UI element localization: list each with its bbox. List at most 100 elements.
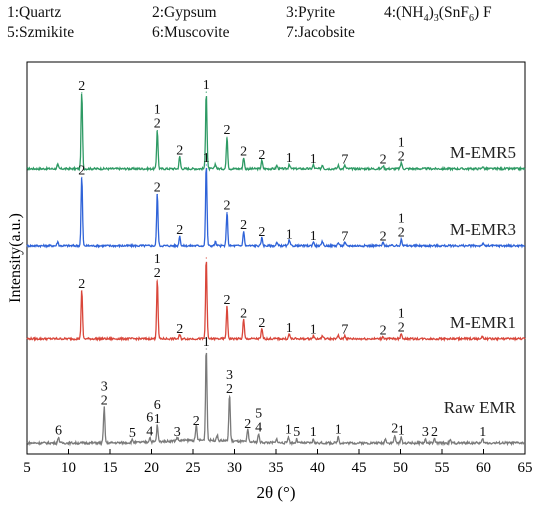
- peak-point-m-emr3-4: [205, 164, 207, 166]
- peak-point-raw-emr-16: [337, 435, 339, 437]
- peak-label-raw-emr-39-1: 1: [154, 412, 161, 427]
- x-tick-label-45: 45: [352, 460, 367, 476]
- peak-point-m-emr3-10: [288, 240, 290, 242]
- peak-point-m-emr5-1: [81, 92, 83, 94]
- peak-label-raw-emr-52-0: 3: [422, 425, 429, 440]
- x-tick-label-55: 55: [435, 460, 450, 476]
- peak-label-m-emr1-32-0: 7: [341, 323, 348, 338]
- peak-point-raw-emr-21: [433, 438, 436, 440]
- peak-label-raw-emr-54-0: 1: [479, 425, 486, 440]
- peak-point-m-emr3-7: [243, 231, 245, 233]
- peak-label-m-emr1-33-0: 2: [380, 324, 387, 339]
- x-tick-label-65: 65: [518, 460, 533, 476]
- peak-point-m-emr1-10: [337, 336, 339, 338]
- x-tick-label-35: 35: [269, 460, 284, 476]
- peak-point-raw-emr-13: [287, 435, 289, 437]
- legend-item-szmikite: 5:Szmikite: [7, 24, 75, 41]
- peak-point-m-emr3-3: [179, 236, 181, 238]
- peak-point-m-emr1-2: [179, 335, 181, 337]
- y-axis-title: Intensity(a.u.): [7, 213, 24, 303]
- peak-label-m-emr5-2-0: 2: [176, 144, 183, 159]
- peak-label-m-emr1-30-0: 1: [286, 321, 293, 336]
- peak-label-m-emr5-3-0: 1: [203, 78, 210, 93]
- legend-item-jacobsite: 7:Jacobsite: [286, 24, 355, 41]
- legend-item-nh4-snf6: 4:(NH4)3(SnF6) F: [384, 4, 492, 25]
- peak-point-raw-emr-9: [228, 395, 231, 397]
- peak-label-m-emr5-1-1: 2: [154, 117, 161, 132]
- peak-point-raw-emr-23: [482, 438, 484, 440]
- x-tick-label-30: 30: [227, 460, 242, 476]
- peak-label-raw-emr-36-0: 3: [101, 379, 108, 394]
- peak-label-m-emr5-11-0: 1: [398, 135, 405, 150]
- peak-label-raw-emr-46-0: 1: [285, 422, 292, 437]
- peak-point-m-emr5-10: [288, 164, 290, 166]
- peak-point-raw-emr-10: [247, 430, 249, 432]
- peak-point-raw-emr-2: [131, 439, 133, 441]
- peak-label-m-emr5-5-0: 2: [240, 145, 247, 160]
- series-label-m-emr1: M-EMR1: [450, 313, 516, 332]
- peak-label-m-emr5-11-1: 2: [398, 149, 405, 164]
- peak-point-raw-emr-4: [156, 425, 158, 427]
- x-tick-label-50: 50: [393, 460, 408, 476]
- peak-point-m-emr3-14: [344, 243, 346, 245]
- peak-label-m-emr5-10-0: 2: [380, 153, 387, 168]
- peak-label-m-emr1-34-1: 2: [398, 320, 405, 335]
- peak-point-m-emr3-0: [57, 242, 59, 244]
- peak-point-raw-emr-3: [149, 437, 151, 439]
- peak-label-m-emr1-31-0: 1: [310, 323, 317, 338]
- peak-point-m-emr3-13: [337, 243, 339, 245]
- peak-label-raw-emr-43-0: 3: [226, 368, 233, 383]
- peak-label-m-emr3-19-0: 1: [286, 227, 293, 242]
- peak-point-m-emr5-0: [57, 165, 59, 167]
- peak-point-m-emr5-13: [337, 166, 339, 168]
- peak-point-raw-emr-12: [276, 438, 278, 440]
- trace-m-emr1: [26, 261, 526, 342]
- peak-point-m-emr3-15: [382, 243, 384, 245]
- peak-label-raw-emr-35-0: 6: [55, 423, 62, 438]
- peak-point-m-emr1-8: [312, 336, 314, 338]
- peak-point-m-emr3-6: [226, 212, 228, 214]
- series-label-m-emr5: M-EMR5: [450, 143, 516, 162]
- x-tick-label-5: 5: [23, 460, 31, 476]
- peak-point-raw-emr-18: [394, 434, 396, 437]
- peak-label-raw-emr-50-0: 2: [391, 422, 398, 437]
- xrd-traces: [26, 91, 526, 447]
- peak-label-m-emr3-18-0: 2: [258, 225, 265, 240]
- peak-label-m-emr5-0-0: 2: [78, 79, 85, 94]
- peak-label-m-emr3-16-0: 2: [224, 199, 231, 214]
- peak-point-m-emr3-16: [400, 239, 402, 241]
- peak-label-raw-emr-38-0: 6: [146, 410, 153, 425]
- peak-point-raw-emr-5: [176, 438, 178, 440]
- peak-label-raw-emr-41-0: 2: [193, 414, 200, 429]
- legend-item-pyrite: 3:Pyrite: [286, 4, 336, 21]
- x-tick-label-40: 40: [310, 460, 325, 476]
- peak-label-raw-emr-47-0: 5: [293, 425, 300, 440]
- legend-item-muscovite: 6:Muscovite: [152, 24, 230, 41]
- peak-label-m-emr3-23-0: 1: [398, 212, 405, 227]
- peak-point-m-emr1-13: [400, 333, 402, 335]
- peak-point-m-emr3-17: [482, 243, 484, 246]
- peak-label-m-emr5-8-0: 1: [310, 152, 317, 167]
- legend-item-gypsum: 2:Gypsum: [152, 4, 217, 21]
- peak-label-m-emr5-4-0: 2: [224, 123, 231, 138]
- series-label-raw-emr: Raw EMR: [444, 398, 517, 417]
- x-tick-label-20: 20: [144, 460, 159, 476]
- peak-point-m-emr5-2: [156, 130, 158, 132]
- peak-label-raw-emr-38-1: 4: [146, 424, 153, 439]
- peak-point-m-emr5-9: [276, 166, 278, 168]
- peak-label-m-emr5-1-0: 1: [154, 103, 161, 118]
- peak-label-m-emr1-34-0: 1: [398, 306, 405, 321]
- peak-label-m-emr1-26-0: 2: [176, 322, 183, 337]
- peak-point-m-emr3-5: [214, 242, 216, 244]
- peak-point-m-emr5-4: [205, 91, 207, 93]
- peak-point-m-emr1-0: [81, 290, 83, 292]
- peak-label-raw-emr-42-0: 1: [203, 335, 210, 350]
- trace-raw-emr: [26, 352, 526, 447]
- peak-label-m-emr3-12-0: 2: [78, 163, 85, 178]
- peak-label-raw-emr-53-0: 2: [431, 425, 438, 440]
- x-tick-label-10: 10: [61, 460, 76, 476]
- peak-point-m-emr5-12: [321, 165, 324, 167]
- peak-point-raw-emr-15: [312, 438, 314, 440]
- peak-label-m-emr1-25-1: 2: [154, 266, 161, 281]
- peak-label-raw-emr-43-1: 2: [226, 382, 233, 397]
